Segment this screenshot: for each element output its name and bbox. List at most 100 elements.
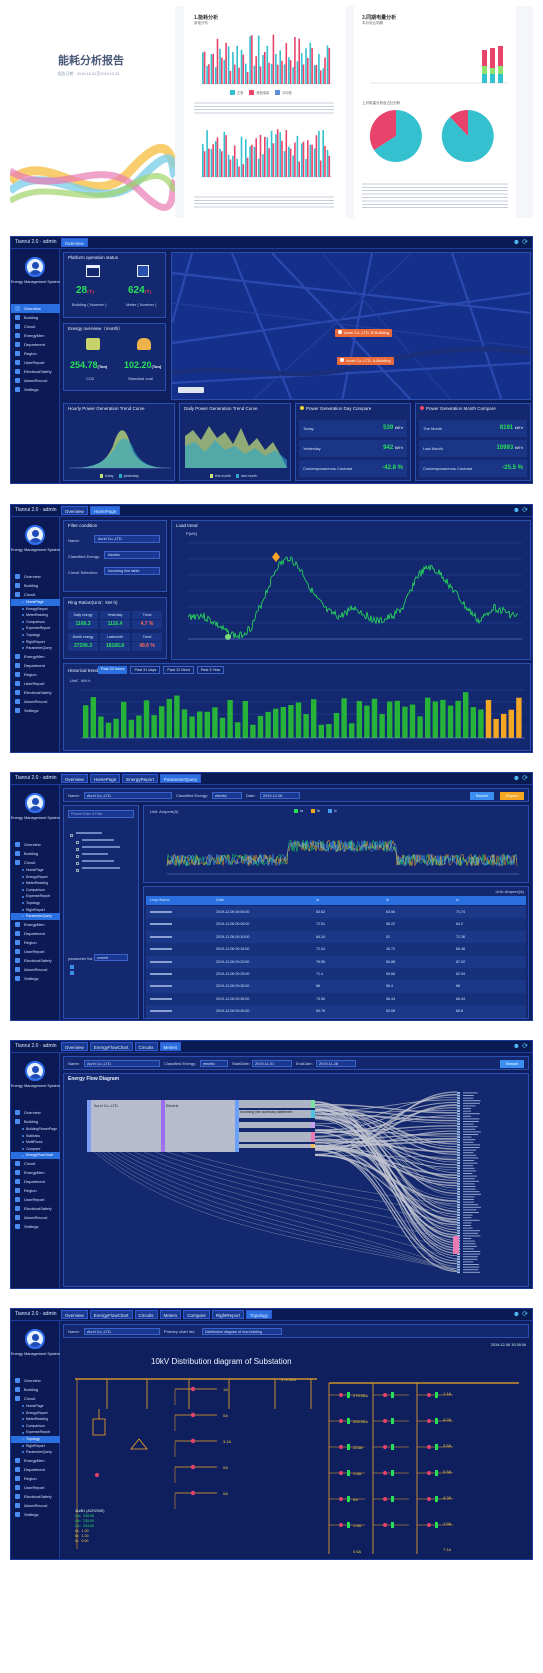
sidebar-item-userreport[interactable]: UserReport	[11, 679, 60, 688]
sidebar-item-department[interactable]: Department	[11, 1465, 60, 1474]
sidebar-item-homepage[interactable]: HomePage	[11, 599, 60, 606]
tab-meters[interactable]: Meters	[159, 1042, 182, 1051]
sidebar-item-building[interactable]: Building	[11, 581, 60, 590]
parameter-select[interactable]: current	[94, 954, 128, 961]
sidebar-item-rightreport[interactable]: RightReport	[11, 639, 60, 646]
sidebar-item-department[interactable]: Department	[11, 661, 60, 670]
sidebar-item-overview[interactable]: Overview	[11, 304, 60, 313]
export-button[interactable]: Export	[500, 792, 524, 800]
name-select[interactable]: Acrel Co.,LTD.	[84, 1060, 160, 1067]
sidebar-item-circuit[interactable]: Circuit	[11, 1159, 60, 1168]
avatar[interactable]	[25, 525, 45, 545]
energy-select[interactable]: electric	[104, 551, 160, 559]
start-date-picker[interactable]: 2019-11-01	[252, 1060, 292, 1067]
sidebar-item-expensereport[interactable]: ExpenseReport	[11, 893, 60, 900]
sidebar-item-region[interactable]: Region	[11, 1186, 60, 1195]
sidebar-item-circuit[interactable]: Circuit	[11, 1394, 60, 1403]
sidebar-item-alarmrecord[interactable]: AlarmRecord	[11, 697, 60, 706]
sidebar-item-rightreport[interactable]: RightReport	[11, 1443, 60, 1450]
sidebar-item-statistics[interactable]: Statistics	[11, 1133, 60, 1140]
sidebar-item-energyreport[interactable]: EnergyReport	[11, 874, 60, 881]
sidebar-item-electricalsafety[interactable]: ElectricalSafety	[11, 367, 60, 376]
refresh-icon[interactable]: ⟳	[522, 1311, 528, 1318]
tree-checkbox[interactable]	[76, 869, 79, 872]
tab-overview[interactable]: Overview	[61, 1310, 88, 1319]
tab-overview[interactable]: Overview	[61, 238, 88, 247]
tab-meters[interactable]: Meters	[159, 1310, 182, 1319]
topbar-icons[interactable]: ☻ ⟳	[513, 1310, 528, 1318]
sidebar-item-comparison[interactable]: Comparison	[11, 1423, 60, 1430]
sidebar-item-energyflowchart[interactable]: EnergyFlowChart	[11, 1152, 60, 1159]
user-icon[interactable]: ☻	[512, 775, 521, 782]
tab-energyflowchart[interactable]: EnergyFlowChart	[89, 1310, 133, 1319]
sidebar-item-building[interactable]: Building	[11, 313, 60, 322]
sidebar-item-department[interactable]: Department	[11, 1177, 60, 1186]
sidebar-item-userreport[interactable]: UserReport	[11, 1483, 60, 1492]
topbar-icons[interactable]: ☻ ⟳	[513, 1042, 528, 1050]
tree-node[interactable]	[70, 824, 120, 837]
tree-node[interactable]	[76, 831, 120, 844]
sidebar-item-parameterquery[interactable]: ParameterQuery	[11, 645, 60, 652]
tree-node[interactable]	[76, 838, 120, 851]
tree-checkbox[interactable]	[70, 834, 73, 837]
refresh-icon[interactable]: ⟳	[522, 1043, 528, 1050]
tree-checkbox[interactable]	[76, 855, 79, 858]
search-button[interactable]: Search	[500, 1060, 524, 1068]
col-ic[interactable]: Ic	[456, 898, 459, 902]
col-ia[interactable]: Ia	[316, 898, 320, 902]
sidebar-item-circuit[interactable]: Circuit	[11, 858, 60, 867]
sidebar-item-rightreport[interactable]: RightReport	[11, 907, 60, 914]
tab-homepage[interactable]: HomePage	[89, 506, 121, 515]
sidebar-item-settings[interactable]: Settings	[11, 1222, 60, 1231]
sidebar-item-energymen[interactable]: EnergyMen	[11, 1456, 60, 1465]
tab-circuits[interactable]: Circuits	[134, 1042, 158, 1051]
sidebar-item-topology[interactable]: Topology	[11, 1435, 60, 1443]
tab-overview[interactable]: Overview	[61, 506, 88, 515]
sidebar-item-parameterquery[interactable]: ParameterQuery	[11, 1449, 60, 1456]
date-picker[interactable]: 2019-12-06	[260, 792, 300, 799]
sidebar-item-topology[interactable]: Topology	[11, 632, 60, 639]
sidebar-item-electricalsafety[interactable]: ElectricalSafety	[11, 1492, 60, 1501]
sidebar-item-region[interactable]: Region	[11, 1474, 60, 1483]
end-date-picker[interactable]: 2019-11-28	[316, 1060, 356, 1067]
tab-rightreport[interactable]: RightReport	[211, 1310, 244, 1319]
sidebar-item-building[interactable]: Building	[11, 1117, 60, 1126]
sidebar-item-building[interactable]: Building	[11, 1385, 60, 1394]
avatar[interactable]	[25, 793, 45, 813]
tab-past-3-years[interactable]: Past 3 Year	[196, 666, 225, 674]
energy-select[interactable]: electric	[212, 792, 242, 799]
circuit-select[interactable]: incoming line table	[104, 567, 160, 575]
sidebar-item-alarmrecord[interactable]: AlarmRecord	[11, 1501, 60, 1510]
sidebar-item-settings[interactable]: Settings	[11, 1510, 60, 1519]
sidebar-item-energymen[interactable]: EnergyMen	[11, 1168, 60, 1177]
user-icon[interactable]: ☻	[512, 1311, 521, 1318]
avatar[interactable]	[25, 1329, 45, 1349]
sidebar-item-parameterquery[interactable]: ParameterQuery	[11, 913, 60, 920]
sidebar-item-energymen[interactable]: EnergyMen	[11, 331, 60, 340]
primary-chart-select[interactable]: Distribution diagram of new building	[202, 1328, 282, 1335]
sidebar-item-department[interactable]: Department	[11, 340, 60, 349]
tree-checkbox[interactable]	[76, 862, 79, 865]
col-date[interactable]: Date	[216, 898, 225, 902]
user-icon[interactable]: ☻	[512, 1043, 521, 1050]
avatar[interactable]	[25, 257, 45, 277]
sidebar-item-settings[interactable]: Settings	[11, 974, 60, 983]
sidebar-item-region[interactable]: Region	[11, 349, 60, 358]
city-map[interactable]: Acrel Co.,LTD. B Building Acrel Co.,LTD.…	[171, 252, 531, 400]
sidebar-item-buildingflowerpage[interactable]: BuildingFlowerPage	[11, 1126, 60, 1133]
sidebar-item-topology[interactable]: Topology	[11, 900, 60, 907]
user-icon[interactable]: ☻	[512, 239, 521, 246]
sidebar-item-energymen[interactable]: EnergyMen	[11, 652, 60, 661]
sidebar-item-userreport[interactable]: UserReport	[11, 947, 60, 956]
col-loop-name[interactable]: Loop Name	[150, 898, 170, 902]
tab-overview[interactable]: Overview	[61, 774, 88, 783]
name-select[interactable]: Acrel Co.,LTD.	[84, 792, 172, 799]
sidebar-item-settings[interactable]: Settings	[11, 706, 60, 715]
col-ib[interactable]: Ib	[386, 898, 390, 902]
map-zoom-button[interactable]	[178, 387, 204, 393]
tab-past-31-days[interactable]: Past 31 days	[130, 666, 161, 674]
name-select[interactable]: Acrel Co.,LTD.	[94, 535, 160, 543]
sidebar-item-userreport[interactable]: UserReport	[11, 358, 60, 367]
table-row[interactable]: 2019-12-06 00:10:00 64.24 51 72.36	[146, 930, 526, 944]
sidebar-item-homepage[interactable]: HomePage	[11, 1403, 60, 1410]
